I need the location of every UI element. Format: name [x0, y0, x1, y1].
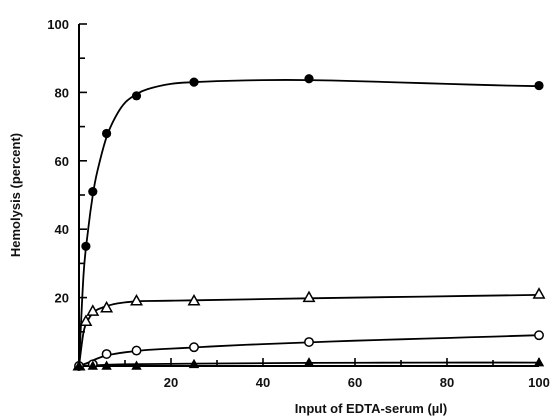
data-point-filled-triangle	[533, 357, 545, 367]
data-point-filled-triangle	[73, 360, 85, 370]
plot-area: 20 40 60 80 100 20 40 60 80 100	[47, 17, 550, 390]
y-tick-label: 40	[55, 222, 69, 237]
x-tick-label: 20	[164, 375, 178, 390]
data-point-open-triangle	[130, 293, 143, 306]
y-tick-label: 60	[55, 154, 69, 169]
data-point-filled-circle	[304, 74, 314, 84]
data-point-filled-circle	[131, 91, 142, 101]
x-tick-label: 60	[348, 375, 362, 390]
y-axis-label: Hemolysis (percent)	[8, 133, 23, 257]
data-point-filled-circle	[189, 77, 199, 87]
data-point-filled-triangle	[131, 360, 142, 370]
x-tick-label: 100	[528, 375, 550, 390]
data-point-open-circle	[101, 349, 112, 359]
data-point-filled-circle	[81, 241, 91, 251]
data-point-open-triangle	[302, 290, 316, 303]
y-tick-label: 20	[55, 291, 69, 306]
data-point-open-triangle	[187, 293, 201, 306]
data-point-open-triangle	[532, 287, 546, 299]
data-point-open-circle	[189, 342, 199, 353]
data-point-open-circle	[534, 330, 544, 341]
x-tick-label: 80	[440, 375, 454, 390]
x-tick-label: 40	[256, 375, 270, 390]
series-line-open-triangle	[78, 294, 540, 367]
data-point-filled-circle	[102, 128, 112, 139]
data-point-filled-circle	[88, 186, 98, 197]
data-point-open-triangle	[79, 314, 93, 327]
data-point-open-triangle	[86, 304, 100, 316]
data-point-filled-triangle	[87, 360, 98, 370]
data-point-open-circle	[131, 345, 142, 356]
series-line-filled-triangle	[78, 361, 540, 367]
data-point-open-circle	[304, 337, 314, 348]
data-point-filled-triangle	[303, 357, 315, 367]
data-point-open-triangle	[100, 300, 114, 313]
x-axis-label: Input of EDTA-serum (µl)	[295, 401, 447, 416]
data-point-filled-triangle	[101, 360, 112, 370]
y-tick-label: 80	[55, 85, 69, 100]
data-point-filled-circle	[534, 80, 544, 91]
y-tick-label: 100	[47, 17, 69, 32]
data-point-filled-triangle	[188, 358, 200, 369]
series-line-filled-circle	[78, 79, 540, 367]
